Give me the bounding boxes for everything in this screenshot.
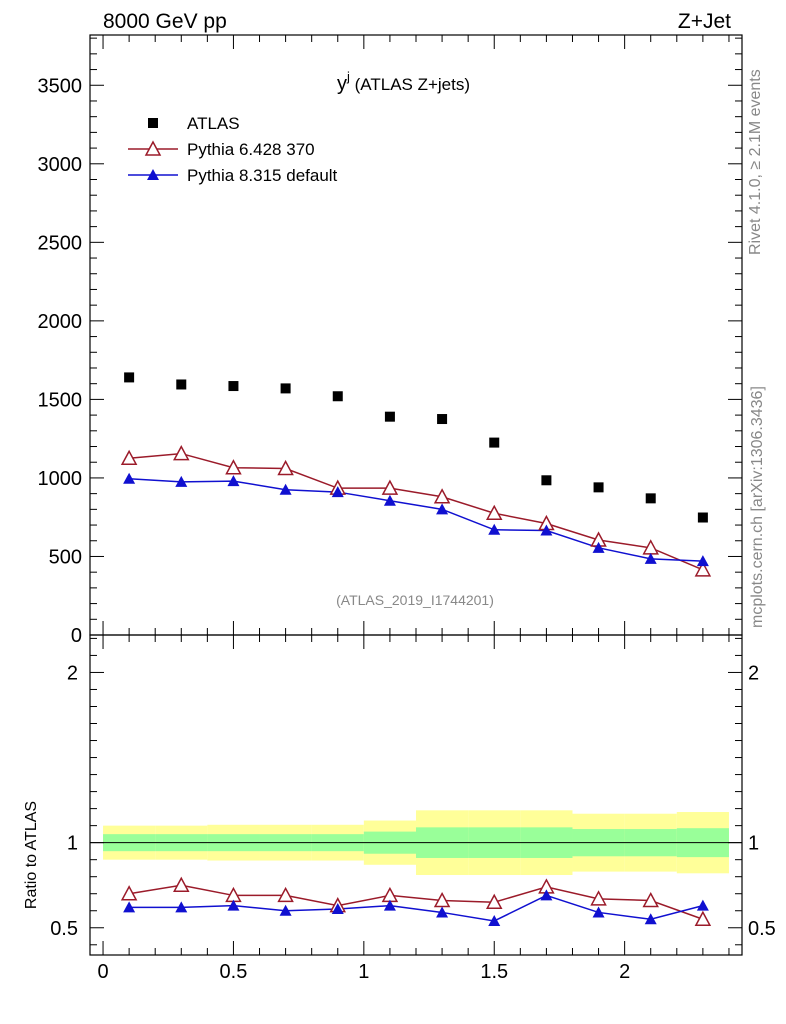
analysis-watermark: (ATLAS_2019_I1744201): [336, 592, 494, 608]
py6-ratio-point: [120, 885, 138, 901]
ratio-y-tick-label-right: 2: [748, 662, 759, 684]
py6-point: [225, 459, 242, 475]
py6-point: [277, 459, 294, 476]
py8-ratio-point: [592, 906, 605, 918]
py8-point: [488, 523, 501, 535]
py8-point: [227, 475, 240, 487]
py6-point: [173, 445, 190, 461]
py8-ratio-point: [436, 906, 449, 918]
atlas-point: [228, 381, 239, 392]
py8-line: [129, 477, 703, 562]
py6-ratio-point: [642, 891, 659, 908]
atlas-point: [332, 391, 343, 402]
x-tick-label: 0.5: [220, 961, 248, 983]
py6-point: [433, 488, 451, 504]
legend-py8-marker: [147, 169, 159, 180]
py6-ratio-point: [277, 886, 294, 903]
title-rest: (ATLAS Z+jets): [350, 75, 470, 94]
py8-point: [696, 555, 709, 567]
py8-ratio-point: [123, 901, 136, 913]
y-tick-label: 3000: [38, 154, 83, 176]
py6-ratio-line: [128, 884, 704, 920]
py6-point: [694, 561, 712, 577]
py8-point: [644, 552, 657, 564]
y-tick-label: 500: [49, 546, 82, 568]
py8-ratio-point: [488, 914, 501, 926]
py6-ratio-point: [173, 876, 190, 892]
py6-point: [120, 449, 138, 466]
py8-point: [383, 494, 396, 506]
y-tick-label: 1000: [38, 468, 83, 490]
py8-ratio-point: [175, 901, 188, 913]
legend-py8-label: Pythia 8.315 default: [187, 166, 338, 185]
y-tick-label: 3500: [38, 75, 83, 97]
x-tick-label: 1: [358, 961, 369, 983]
ratio-y-tick-label-right: 0.5: [748, 918, 776, 940]
py8-point: [123, 472, 136, 484]
py6-point: [485, 504, 503, 521]
atlas-point: [593, 482, 604, 493]
py8-ratio-line: [129, 894, 704, 922]
py8-point: [331, 486, 344, 498]
ratio-y-tick-label: 1: [67, 833, 78, 855]
x-tick-label: 1.5: [480, 961, 508, 983]
mcplots-note: mcplots.cern.ch [arXiv:1306.3436]: [749, 386, 766, 628]
legend-py6-label: Pythia 6.428 370: [187, 140, 315, 159]
plot-title: yj (ATLAS Z+jets): [337, 69, 470, 95]
ratio-y-tick-label-right: 1: [748, 833, 759, 855]
ratio-ylabel: Ratio to ATLAS: [23, 801, 40, 909]
py6-line: [129, 452, 704, 571]
y-tick-label: 1500: [38, 389, 83, 411]
main-panel: 0 500 1000 1500 2000 2500 3000 3500: [38, 34, 743, 647]
x-tick-label: 2: [619, 961, 630, 983]
header-left: 8000 GeV pp: [103, 10, 227, 33]
py8-point: [436, 503, 449, 515]
py8-ratio-point: [279, 904, 292, 916]
py8-ratio-point: [540, 889, 553, 901]
legend-atlas-marker: [148, 118, 158, 128]
py8-point: [540, 524, 553, 536]
y-tick-label: 2000: [38, 311, 83, 333]
atlas-point: [176, 379, 187, 390]
py6-ratio-point: [694, 910, 712, 927]
py8-ratio-point: [644, 913, 657, 925]
atlas-point: [384, 411, 395, 422]
y-tick-label: 2500: [38, 232, 83, 254]
atlas-point: [280, 383, 291, 394]
py6-ratio-point: [381, 886, 399, 903]
py8-point: [279, 483, 292, 495]
py8-point: [175, 475, 188, 487]
legend-py6-marker: [144, 140, 162, 156]
atlas-point: [124, 372, 135, 383]
ratio-y-tick-label: 2: [67, 662, 78, 684]
rivet-note: Rivet 4.1.0, ≥ 2.1M events: [747, 69, 764, 255]
atlas-point: [645, 493, 656, 504]
py6-ratio-point: [590, 890, 607, 906]
title-main: y: [337, 73, 347, 95]
atlas-point: [489, 437, 500, 448]
legend: ATLAS Pythia 6.428 370 Pythia 8.315 defa…: [128, 114, 338, 185]
x-tick-label: 0: [97, 961, 108, 983]
atlas-point: [541, 475, 552, 486]
ratio-y-tick-label: 0.5: [50, 918, 78, 940]
py8-point: [592, 541, 605, 553]
header-right: Z+Jet: [678, 10, 731, 33]
py6-ratio-point: [485, 893, 503, 909]
y-tick-label: 0: [71, 625, 82, 647]
py8-ratio-point: [331, 903, 344, 915]
atlas-point: [437, 414, 448, 425]
title-sup: j: [346, 69, 350, 84]
ratio-panel: 0 0.5 1 1.5 2 0.5 0.5 1 1 2 2: [50, 634, 776, 983]
py8-ratio-point: [227, 899, 240, 911]
py6-point: [381, 479, 399, 495]
legend-atlas-label: ATLAS: [187, 114, 240, 133]
atlas-point: [697, 512, 708, 523]
py8-ratio-point: [383, 899, 396, 911]
py8-ratio-point: [696, 899, 709, 911]
